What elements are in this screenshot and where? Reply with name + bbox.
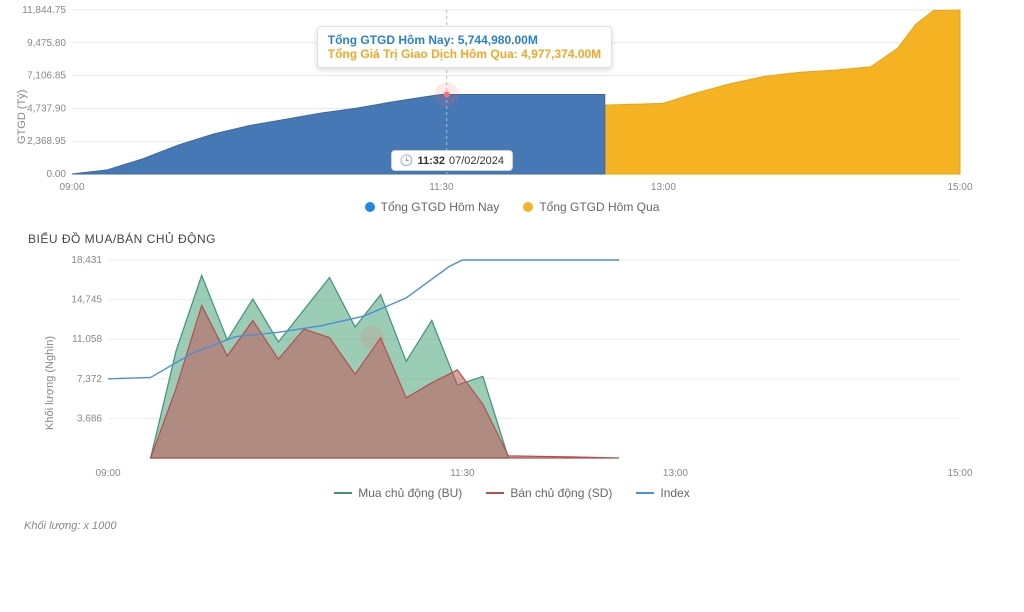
chart1-y-label: GTGD (Tỷ)	[16, 90, 28, 144]
legend-item-sd[interactable]: Bán chủ động (SD)	[486, 486, 612, 500]
chart1-svg[interactable]: 0.00 2,368.95 4,737.90 7,106.85 9,475.80 11,8…	[0, 4, 980, 194]
svg-text:0.00: 0.00	[47, 169, 67, 180]
legend-label: Index	[660, 486, 689, 500]
svg-text:11,058: 11,058	[72, 334, 102, 345]
svg-text:7,372: 7,372	[77, 374, 102, 385]
svg-text:09:00: 09:00	[59, 182, 84, 193]
svg-text:2,368.95: 2,368.95	[27, 136, 66, 147]
chart2-svg[interactable]: 3,686 7,372 11,058 14,745 18,431 09:00 11:30 13…	[0, 250, 980, 480]
chart2-y-label: Khối lượng (Nghìn)	[44, 336, 56, 430]
legend-item-yesterday[interactable]: Tổng GTGD Hôm Qua	[523, 200, 659, 214]
gtgd-chart[interactable]: GTGD (Tỷ) 0.00 2,368.95 4,737.90 7,106.85 9,…	[0, 4, 1024, 214]
legend-swatch	[523, 202, 533, 212]
legend-swatch	[365, 202, 375, 212]
legend-swatch	[334, 492, 352, 494]
legend-label: Bán chủ động (SD)	[510, 486, 612, 500]
chart2-title: BIỂU ĐỒ MUA/BÁN CHỦ ĐỘNG	[28, 232, 1024, 246]
legend-item-bu[interactable]: Mua chủ động (BU)	[334, 486, 462, 500]
svg-text:13:00: 13:00	[663, 468, 688, 479]
svg-text:11,844.75: 11,844.75	[22, 5, 66, 16]
legend-item-index[interactable]: Index	[636, 486, 689, 500]
svg-text:15:00: 15:00	[947, 182, 972, 193]
svg-text:13:00: 13:00	[651, 182, 676, 193]
legend-label: Mua chủ động (BU)	[358, 486, 462, 500]
svg-text:15:00: 15:00	[947, 468, 972, 479]
legend-swatch	[636, 492, 654, 494]
legend-swatch	[486, 492, 504, 494]
svg-text:14,745: 14,745	[71, 295, 102, 306]
legend-item-today[interactable]: Tổng GTGD Hôm Nay	[365, 200, 500, 214]
chart2-legend: Mua chủ động (BU) Bán chủ động (SD) Inde…	[0, 486, 1024, 500]
chart1-legend: Tổng GTGD Hôm Nay Tổng GTGD Hôm Qua	[0, 200, 1024, 214]
svg-text:11:30: 11:30	[429, 182, 454, 193]
svg-text:3,686: 3,686	[77, 413, 102, 424]
svg-text:9,475.80: 9,475.80	[27, 38, 66, 49]
buy-sell-chart[interactable]: Khối lượng (Nghìn) 3,686 7,372 11,058 14,74…	[0, 250, 1024, 500]
legend-label: Tổng GTGD Hôm Nay	[381, 200, 500, 214]
svg-text:09:00: 09:00	[95, 468, 120, 479]
legend-label: Tổng GTGD Hôm Qua	[539, 200, 659, 214]
svg-text:7,106.85: 7,106.85	[27, 71, 66, 82]
svg-text:18,431: 18,431	[71, 255, 102, 266]
volume-footnote: Khối lượng: x 1000	[24, 520, 1024, 532]
svg-text:11:30: 11:30	[450, 468, 475, 479]
svg-text:4,737.90: 4,737.90	[27, 103, 66, 114]
